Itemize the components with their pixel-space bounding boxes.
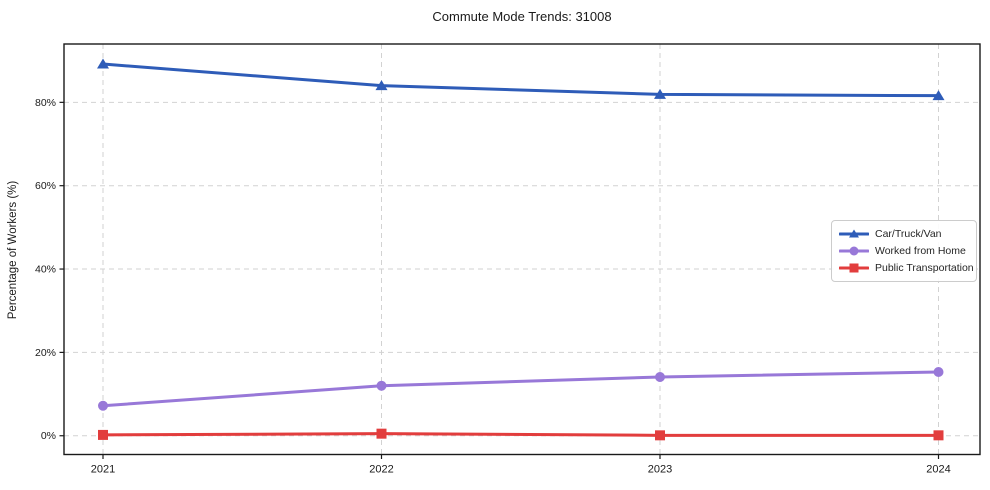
legend-item-public-transportation: Public Transportation: [839, 261, 974, 275]
data-point-square: [376, 428, 387, 439]
data-point-triangle: [932, 90, 945, 101]
data-point-square: [98, 429, 108, 440]
legend-label: Public Transportation: [875, 262, 974, 274]
y-tick-label: 60%: [35, 180, 56, 192]
data-point-square: [655, 430, 665, 441]
x-tick-label: 2023: [648, 464, 672, 476]
legend-swatch-circle-icon: [839, 246, 869, 256]
chart-title: Commute Mode Trends: 31008: [432, 9, 612, 24]
x-tick-label: 2021: [91, 464, 115, 476]
y-tick-label: 20%: [35, 347, 56, 359]
data-point-triangle: [375, 80, 388, 91]
legend-swatch-square-icon: [839, 263, 869, 273]
legend-label: Worked from Home: [875, 245, 966, 257]
y-tick-label: 40%: [35, 264, 56, 276]
series-line-worked-from-home: [101, 370, 940, 408]
x-tick-label: 2022: [369, 464, 393, 476]
data-point-circle: [933, 366, 944, 377]
series-line-public-transportation: [101, 432, 940, 437]
data-point-circle: [98, 400, 108, 411]
legend: Car/Truck/Van Worked from Home Public Tr…: [831, 220, 977, 282]
axes-frame: [63, 43, 981, 456]
legend-item-car-truck-van: Car/Truck/Van: [839, 227, 968, 241]
data-point-circle: [376, 380, 387, 391]
data-point-triangle: [654, 88, 666, 99]
legend-label: Car/Truck/Van: [875, 228, 942, 240]
data-point-square: [933, 430, 944, 441]
series-line-car-truck-van: [101, 62, 940, 98]
y-tick-label: 0%: [41, 430, 56, 442]
x-tick-label: 2024: [926, 464, 950, 476]
y-tick-label: 80%: [35, 97, 56, 109]
legend-item-worked-from-home: Worked from Home: [839, 244, 968, 258]
legend-swatch-triangle-icon: [839, 229, 869, 238]
data-point-triangle: [97, 58, 109, 69]
data-point-circle: [655, 371, 665, 382]
